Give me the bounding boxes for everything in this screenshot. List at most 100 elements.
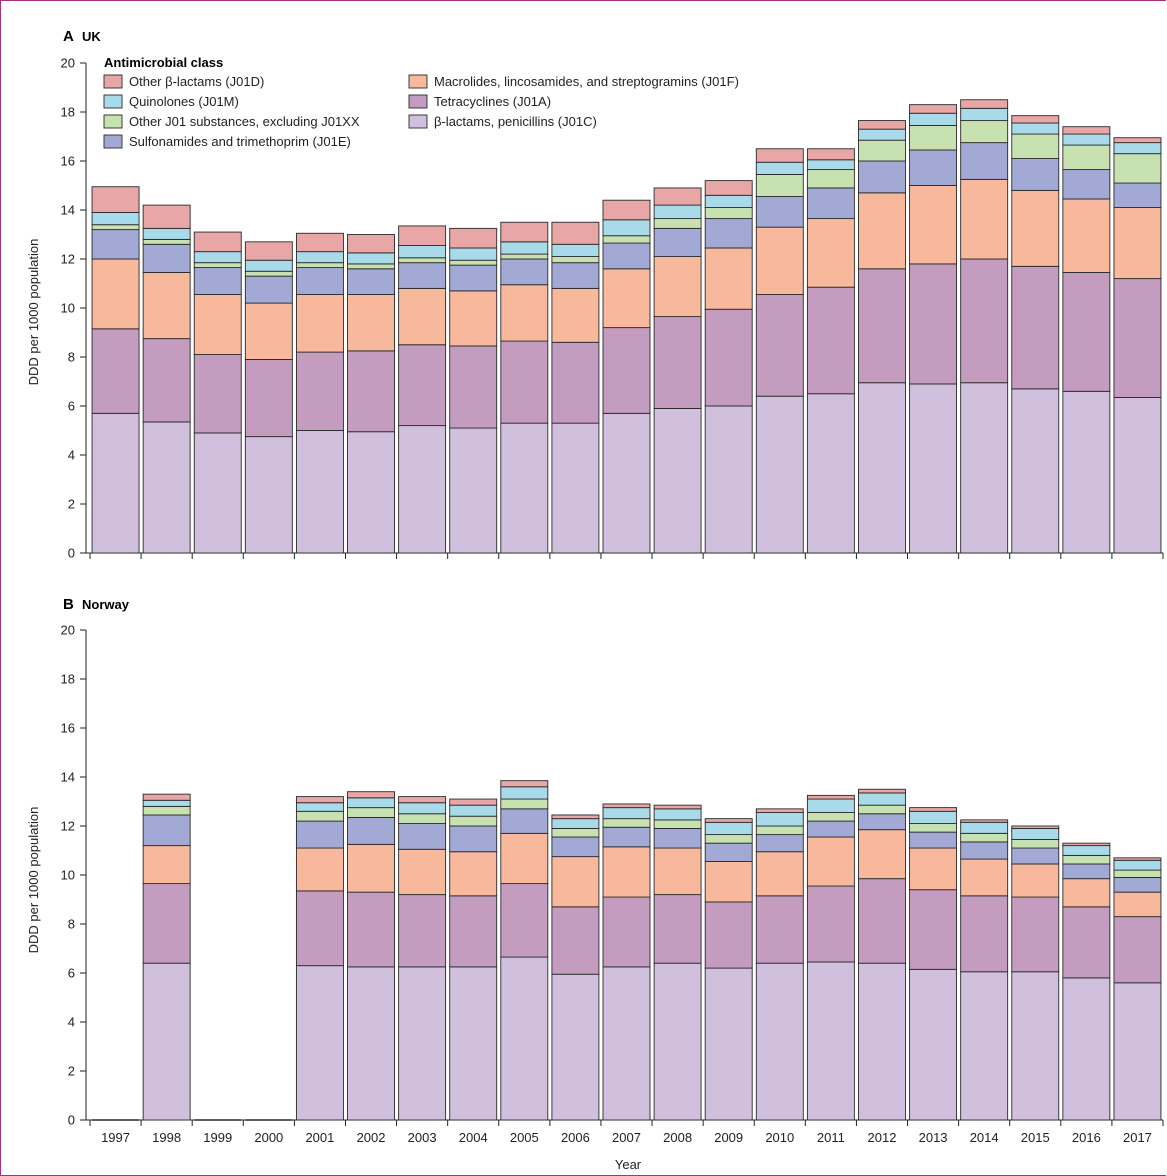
bar-segment (1011, 115, 1060, 124)
bar-segment (909, 968, 958, 1121)
bar-segment (193, 294, 242, 355)
bar-segment (806, 961, 855, 1121)
bar-segment (500, 284, 549, 342)
bar-segment (602, 412, 651, 554)
bar-segment (142, 421, 191, 554)
bar-segment (347, 807, 395, 818)
bar-segment (244, 302, 293, 360)
bar-segment (551, 856, 600, 908)
bar-segment (500, 780, 549, 788)
bar-segment (653, 847, 702, 896)
bar-segment (960, 895, 1009, 973)
bar-segment (960, 258, 1009, 384)
bar-segment (449, 851, 498, 897)
y-tick-label: 20 (61, 623, 75, 638)
bar-segment (704, 247, 753, 310)
bar-segment (1113, 869, 1162, 878)
y-tick-label: 10 (61, 301, 75, 316)
bar-segment (960, 99, 1009, 109)
bar-segment (1113, 877, 1162, 893)
bar-segment (500, 253, 549, 260)
legend-swatch (408, 94, 428, 109)
bar-segment (755, 834, 804, 853)
bar-segment (295, 262, 344, 269)
bar-segment (960, 821, 1009, 834)
bar-segment (755, 174, 804, 197)
bar-segment (551, 818, 600, 829)
bar-segment (704, 967, 753, 1121)
bar-segment (551, 814, 600, 820)
bar-segment (909, 104, 958, 114)
x-tick-label: 2008 (663, 1130, 692, 1145)
bar-segment (602, 327, 651, 414)
bar-segment (909, 847, 958, 891)
x-axis-title: Year (615, 1157, 642, 1172)
bar-segment (858, 962, 906, 1121)
y-tick-label: 2 (68, 1064, 75, 1079)
bar-segment (960, 382, 1009, 554)
bar-segment (91, 229, 140, 260)
bar-segment (704, 821, 753, 836)
bar-segment (653, 828, 702, 849)
bar-segment (1011, 863, 1060, 898)
bar-segment (551, 973, 600, 1121)
panel-a-title: UK (82, 29, 101, 44)
bar-segment (449, 247, 498, 261)
legend-label: Sulfonamides and trimethoprim (J01E) (129, 134, 351, 149)
bar-segment (347, 263, 395, 270)
bar-segment (398, 802, 447, 815)
bar-segment (960, 819, 1009, 823)
bar-segment (1062, 126, 1111, 135)
bar-segment (602, 199, 651, 221)
bar-segment (295, 802, 344, 812)
x-tick-label: 2002 (357, 1130, 386, 1145)
bar-segment (193, 432, 242, 554)
bar-segment (1062, 198, 1111, 273)
x-tick-label: 2014 (970, 1130, 999, 1145)
bar-segment (806, 836, 855, 887)
bar-segment (858, 139, 906, 162)
bar-segment (704, 818, 753, 823)
bar-segment (347, 252, 395, 265)
bar-segment (1011, 825, 1060, 829)
bar-segment (1011, 265, 1060, 390)
y-tick-label: 20 (61, 56, 75, 71)
bar-segment (806, 393, 855, 554)
legend: Other β-lactams (J01D) Macrolides, lincos… (103, 74, 739, 149)
bar-segment (602, 268, 651, 329)
bar-segment (909, 831, 958, 849)
legend-label: β-lactams, penicillins (J01C) (434, 114, 597, 129)
bar-segment (653, 218, 702, 229)
bar-segment (1011, 828, 1060, 840)
panel-b-plot: 0 2 4 6 8 10 12 14 16 18 20 1997 1998 1999 2000 2001 200… (61, 623, 1164, 1145)
bar-segment (244, 436, 293, 554)
bar-segment (1113, 182, 1162, 209)
bar-segment (1011, 971, 1060, 1121)
bar-segment (704, 901, 753, 969)
bar-segment (858, 268, 906, 384)
bar-segment (295, 351, 344, 431)
legend-label: Quinolones (J01M) (129, 94, 239, 109)
bar-segment (91, 412, 140, 554)
legend-label: Other J01 substances, excluding J01XX (129, 114, 360, 129)
x-tick-label: 2005 (510, 1130, 539, 1145)
bar-segment (1062, 863, 1111, 880)
bar-segment (1062, 977, 1111, 1121)
bar-segment (1113, 142, 1162, 155)
bar-segment (244, 259, 293, 272)
bar-segment (91, 258, 140, 330)
bar-segment (960, 832, 1009, 843)
y-tick-label: 16 (61, 154, 75, 169)
bar-segment (551, 836, 600, 858)
bar-segment (704, 207, 753, 220)
bar-segment (858, 160, 906, 194)
bar-segment (653, 894, 702, 964)
bar-segment (858, 788, 906, 794)
bar-segment (500, 340, 549, 424)
bar-segment (1113, 278, 1162, 398)
bar-segment (449, 427, 498, 554)
bar-segment (755, 148, 804, 163)
bar-segment (602, 896, 651, 968)
bar-segment (602, 826, 651, 848)
bar-segment (653, 227, 702, 257)
